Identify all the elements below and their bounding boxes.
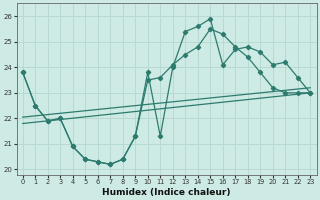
X-axis label: Humidex (Indice chaleur): Humidex (Indice chaleur)	[102, 188, 231, 197]
